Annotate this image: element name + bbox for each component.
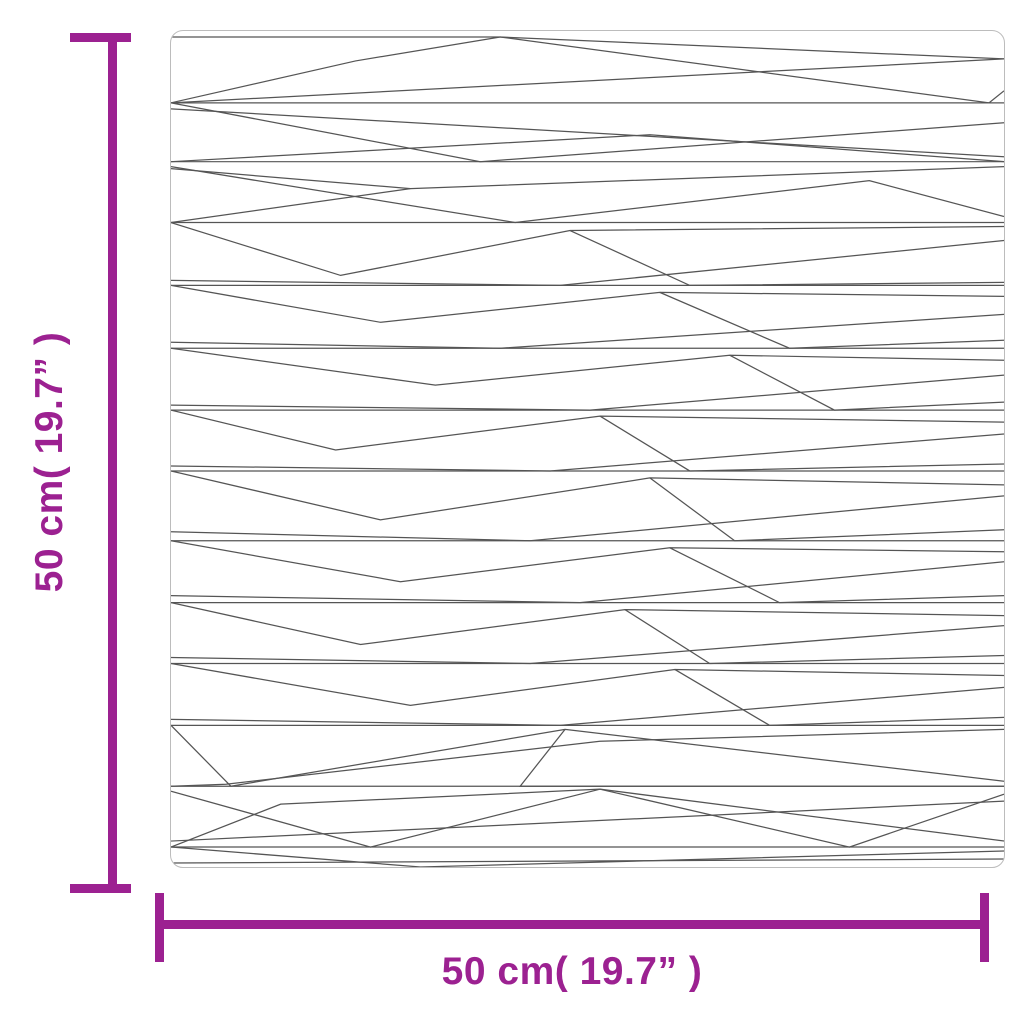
facet-band-1 [171, 36, 1004, 104]
facet-band-11 [171, 662, 1004, 726]
height-dimension-cap-bottom [70, 884, 131, 893]
width-dimension-cap-right [980, 893, 989, 962]
facet-band-3 [171, 166, 1004, 224]
facet-band-9 [171, 540, 1004, 604]
facet-band-5 [171, 284, 1004, 349]
facet-band-10 [171, 602, 1004, 665]
height-dimension-cap-top [70, 33, 131, 42]
height-dimension-line [108, 33, 117, 892]
height-dimension-label: 50 cm( 19.7” ) [28, 331, 71, 593]
facet-band-6 [171, 347, 1004, 411]
width-dimension-cap-left [155, 893, 164, 962]
panel-pattern-svg [171, 36, 1004, 867]
width-dimension-label: 50 cm( 19.7” ) [441, 950, 703, 993]
facet-band-7 [171, 409, 1004, 472]
facet-band-13 [171, 788, 1004, 848]
product-panel [170, 30, 1005, 868]
facet-band-8 [171, 470, 1004, 542]
facet-band-4 [171, 221, 1004, 287]
facet-band-14 [171, 846, 1004, 867]
facet-band-12 [171, 724, 1004, 787]
width-dimension-line [155, 920, 989, 929]
facet-band-2 [171, 102, 1004, 163]
